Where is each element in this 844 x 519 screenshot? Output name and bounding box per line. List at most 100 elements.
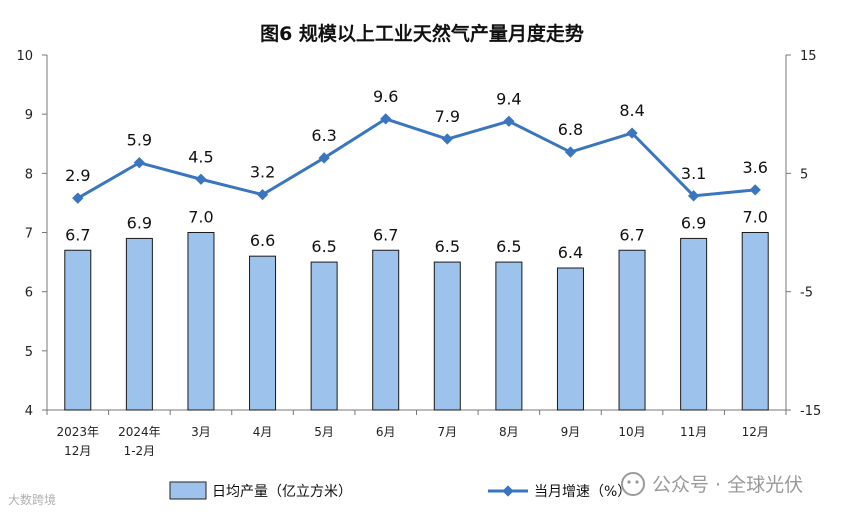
x-tick-label: 4月 bbox=[253, 425, 273, 439]
y-right-tick-label: 15 bbox=[800, 49, 817, 64]
bar-series bbox=[64, 232, 769, 411]
x-tick-label: 7月 bbox=[437, 425, 457, 439]
line-point bbox=[195, 173, 207, 185]
bar bbox=[495, 261, 523, 411]
line-point bbox=[133, 157, 146, 169]
bar-data-label: 6.7 bbox=[373, 225, 398, 244]
y-left-tick-label: 10 bbox=[16, 49, 33, 64]
line-point bbox=[626, 127, 638, 139]
x-tick-label: 9月 bbox=[561, 425, 581, 439]
x-tick-label-line: 2023年 bbox=[57, 425, 100, 439]
line-series bbox=[72, 113, 761, 204]
y-right-tick-label: 5 bbox=[800, 167, 808, 182]
bar-data-label: 7.0 bbox=[742, 208, 767, 227]
bar bbox=[618, 249, 646, 411]
x-tick-label-line: 2024年 bbox=[118, 425, 161, 439]
x-tick-label: 2023年 12月 bbox=[57, 425, 100, 458]
wechat-icon bbox=[621, 472, 645, 496]
y-left-tick-label: 9 bbox=[25, 108, 33, 123]
y-left-tick-label: 4 bbox=[25, 404, 33, 419]
bar-data-labels: 6.7 6.9 7.0 6.6 6.5 6.7 6.5 6.5 6.4 6.7 6.9 7.0 bbox=[65, 208, 768, 263]
x-tick-label-line: 9月 bbox=[561, 425, 581, 439]
x-tick-label: 12月 bbox=[742, 425, 769, 439]
line-point bbox=[256, 188, 269, 201]
x-tick-label-line: 7月 bbox=[437, 425, 457, 439]
y-left-tick-label: 8 bbox=[25, 167, 33, 182]
bar bbox=[125, 237, 153, 411]
bar-data-label: 6.5 bbox=[496, 237, 521, 256]
x-tick-label-line: 8月 bbox=[499, 425, 519, 439]
line-data-label: 5.9 bbox=[127, 131, 152, 150]
line-point bbox=[749, 184, 761, 196]
line-data-label: 4.5 bbox=[188, 147, 213, 166]
x-tick-label-line: 11月 bbox=[680, 425, 707, 439]
line-data-label: 3.2 bbox=[250, 163, 275, 182]
line-point bbox=[318, 152, 330, 164]
bar-data-label: 7.0 bbox=[188, 208, 213, 227]
bar-data-label: 6.4 bbox=[558, 243, 583, 262]
line-point bbox=[503, 115, 515, 127]
bar bbox=[187, 232, 215, 411]
x-tick-label-line: 3月 bbox=[191, 425, 211, 439]
x-tick-label-line: 10月 bbox=[618, 425, 645, 439]
line-point bbox=[687, 190, 700, 202]
legend-bar-swatch bbox=[169, 481, 207, 500]
line-data-label: 9.6 bbox=[373, 87, 398, 106]
x-tick-label: 11月 bbox=[680, 425, 707, 439]
bar bbox=[680, 237, 708, 411]
x-tick-label: 2024年 1-2月 bbox=[118, 425, 161, 458]
line-data-label: 6.8 bbox=[558, 120, 583, 139]
y-right-ticks: -15 -5 5 15 bbox=[786, 49, 821, 419]
watermark-text: 公众号 · 全球光伏 bbox=[652, 474, 803, 496]
x-tick-label-line: 4月 bbox=[253, 425, 273, 439]
bar-data-label: 6.5 bbox=[311, 237, 336, 256]
bar-data-label: 6.9 bbox=[127, 213, 152, 232]
y-left-tick-label: 5 bbox=[25, 345, 33, 360]
logo-watermark: 大数跨境 bbox=[8, 492, 56, 507]
x-tick-label: 5月 bbox=[314, 425, 334, 439]
legend-bar-label: 日均产量（亿立方米） bbox=[212, 484, 352, 500]
legend-line-label: 当月增速（%） bbox=[534, 484, 631, 500]
bar bbox=[310, 261, 338, 411]
line-data-label: 7.9 bbox=[435, 107, 460, 126]
bar-data-label: 6.6 bbox=[250, 231, 275, 250]
line-data-label: 2.9 bbox=[65, 166, 90, 185]
y-left-tick-label: 7 bbox=[25, 227, 33, 242]
line-data-labels: 2.9 5.9 4.5 3.2 6.3 9.6 7.9 9.4 6.8 8.4 3.1 3.6 bbox=[65, 87, 768, 185]
bar bbox=[741, 232, 769, 411]
line-data-label: 9.4 bbox=[496, 89, 521, 108]
line-data-label: 3.6 bbox=[742, 158, 767, 177]
y-left-tick-label: 6 bbox=[25, 286, 33, 301]
legend: 日均产量（亿立方米） 当月增速（%） bbox=[169, 481, 631, 500]
legend-line-marker bbox=[502, 485, 514, 497]
line-point bbox=[564, 146, 577, 158]
bar-data-label: 6.7 bbox=[65, 225, 90, 244]
x-tick-label-line: 1-2月 bbox=[124, 444, 156, 458]
x-tick-label: 6月 bbox=[376, 425, 396, 439]
line-data-label: 6.3 bbox=[311, 126, 336, 145]
x-tick-label: 3月 bbox=[191, 425, 211, 439]
bar bbox=[556, 267, 584, 411]
bar bbox=[433, 261, 461, 411]
x-tick-label-line: 12月 bbox=[64, 444, 91, 458]
line-path bbox=[77, 117, 756, 200]
bar-data-label: 6.9 bbox=[681, 213, 706, 232]
line-point bbox=[441, 133, 453, 145]
bar bbox=[372, 249, 400, 411]
bar-data-label: 6.5 bbox=[435, 237, 460, 256]
chart-title: 图6 规模以上工业天然气产量月度走势 bbox=[260, 22, 584, 45]
y-right-tick-label: -5 bbox=[800, 286, 813, 301]
watermark: 公众号 · 全球光伏 大数跨境 bbox=[8, 472, 803, 507]
y-right-tick-label: -15 bbox=[800, 404, 821, 419]
line-data-label: 8.4 bbox=[619, 101, 644, 120]
x-ticks: 2023年 12月 2024年 1-2月 3月 4月 5月 6月 7月 8月 9月 10月 11月 12月 bbox=[46, 410, 787, 458]
bar-data-label: 6.7 bbox=[619, 225, 644, 244]
y-left-ticks: 4 5 6 7 8 9 10 bbox=[16, 49, 47, 419]
x-tick-label: 10月 bbox=[618, 425, 645, 439]
bar bbox=[64, 249, 92, 411]
x-tick-label-line: 5月 bbox=[314, 425, 334, 439]
x-tick-label-line: 6月 bbox=[376, 425, 396, 439]
x-tick-label: 8月 bbox=[499, 425, 519, 439]
x-tick-label-line: 12月 bbox=[742, 425, 769, 439]
